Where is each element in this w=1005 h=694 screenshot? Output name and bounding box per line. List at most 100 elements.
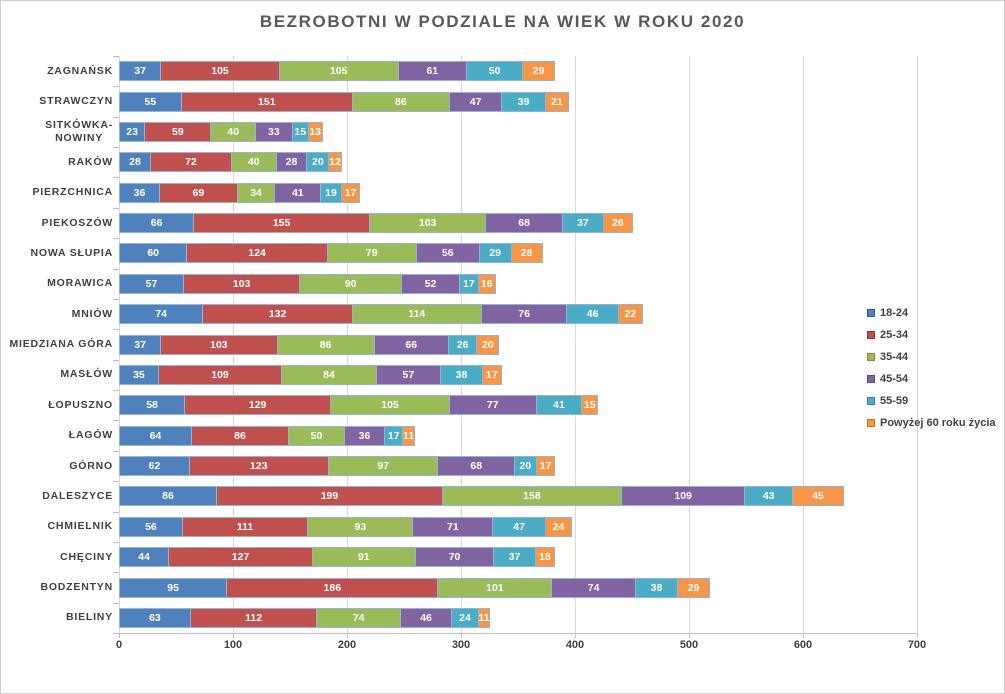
bar-segment: 47 [492,516,546,537]
category-label-text: ŁOPUSZNO [48,398,113,411]
x-axis-tick-label: 600 [793,639,813,651]
bar-segment: 57 [375,364,441,385]
bar-row: 36 69 34 41 19 17 [119,178,917,208]
stacked-bar: 37 103 86 66 26 20 [119,334,500,355]
stacked-bar: 28 72 40 28 20 12 [119,152,342,173]
bar-segment: 114 [351,304,482,325]
bar-segment: 55 [119,91,182,112]
bar-segment: 186 [226,577,439,598]
bar-row: 62 123 97 68 20 17 [119,451,917,481]
bar-segment: 15 [291,121,309,142]
y-axis-tick [113,208,119,209]
bar-segment: 70 [414,547,495,568]
category-label: CHĘCINY [1,542,113,572]
bar-segment: 29 [522,61,556,82]
bar-segment: 158 [441,486,622,507]
legend-item: Powyżej 60 roku życia [867,412,996,434]
bar-row: 86 199 158 109 43 45 [119,481,917,511]
x-axis-tick [347,633,348,638]
bar-segment: 86 [351,91,450,112]
bar-segment: 23 [119,121,146,142]
legend-item: 45-54 [867,368,996,390]
bar-segment: 74 [316,607,401,628]
bar-segment: 15 [581,395,599,416]
bar-segment: 13 [307,121,323,142]
bar-row: 95 186 101 74 38 29 [119,572,917,602]
x-axis-tick [689,633,690,638]
bar-row: 56 111 93 71 47 24 [119,512,917,542]
legend-label: 35-44 [880,351,909,363]
stacked-bar: 64 86 50 36 17 11 [119,425,415,446]
category-label-text: CHMIELNIK [47,520,113,533]
bar-segment: 37 [119,334,162,355]
category-label: ŁAGÓW [1,421,113,451]
y-axis-tick [113,481,119,482]
y-axis-tick [113,542,119,543]
stacked-bar: 57 103 90 52 17 16 [119,273,496,294]
bar-segment: 26 [603,213,633,234]
bar-segment: 105 [160,61,280,82]
bar-row: 35 109 84 57 38 17 [119,360,917,390]
legend-item: 35-44 [867,346,996,368]
legend-label: 45-54 [880,373,909,385]
bar-segment: 101 [437,577,553,598]
bar-segment: 57 [119,273,184,294]
bar-segment: 47 [448,91,503,112]
bar-segment: 36 [343,425,386,446]
category-label-text: ŁAGÓW [68,429,113,442]
bar-segment: 71 [412,516,494,537]
bar-segment: 59 [144,121,212,142]
bar-row: 44 127 91 70 37 18 [119,542,917,572]
y-axis-labels: ZAGNAŃSK STRAWCZYN SITKÓWKA- NOWINY RAKÓW PI… [1,56,113,633]
bar-segment: 28 [119,152,151,173]
y-axis-tick [113,572,119,573]
bar-row: 55 151 86 47 39 21 [119,86,917,116]
bar-segment: 111 [181,516,309,537]
bar-segment: 68 [485,213,563,234]
bar-segment: 17 [535,456,556,477]
bar-segment: 86 [119,486,218,507]
bar-row: 63 112 74 46 24 11 [119,603,917,633]
bar-segment: 41 [535,395,583,416]
bar-segment: 84 [281,364,377,385]
stacked-bar: 86 199 158 109 43 45 [119,486,844,507]
bar-segment: 40 [230,152,277,173]
y-axis-tick [113,360,119,361]
y-axis-tick [113,329,119,330]
bar-segment: 66 [119,213,195,234]
y-axis-tick [113,117,119,118]
y-axis-tick [113,238,119,239]
bar-segment: 24 [544,516,573,537]
bar-segment: 11 [477,607,491,628]
bar-row: 66 155 103 68 37 26 [119,208,917,238]
bar-segment: 76 [480,304,568,325]
stacked-bar: 55 151 86 47 39 21 [119,91,569,112]
stacked-bar: 58 129 105 77 41 15 [119,395,599,416]
bar-segment: 37 [561,213,605,234]
legend-swatch [867,331,875,339]
bar-segment: 155 [193,213,370,234]
bar-segment: 91 [311,547,416,568]
category-label-text: DALESZYCE [42,489,113,502]
bar-row: 57 103 90 52 17 16 [119,269,917,299]
bar-row: 28 72 40 28 20 12 [119,147,917,177]
bar-segment: 28 [510,243,543,264]
category-label-text: RAKÓW [68,155,113,168]
y-axis-tick [113,603,119,604]
category-label: SITKÓWKA- NOWINY [1,117,113,147]
gridline [803,56,804,633]
x-axis-tick-label: 300 [451,639,471,651]
stacked-bar: 44 127 91 70 37 18 [119,547,556,568]
category-label: RAKÓW [1,147,113,177]
bar-segment: 43 [744,486,794,507]
bar-segment: 105 [278,61,399,82]
x-axis-tick [575,633,576,638]
category-label: CHMIELNIK [1,512,113,542]
legend: 18-24 25-34 35-44 45-54 55-59 Powyżej 60 roku… [867,302,996,434]
legend-swatch [867,375,875,383]
category-label: MIEDZIANA GÓRA [1,329,113,359]
category-label-text: PIEKOSZÓW [41,216,113,229]
bar-row: 37 105 105 61 50 29 [119,56,917,86]
bar-segment: 16 [477,273,496,294]
y-axis-tick [113,420,119,421]
